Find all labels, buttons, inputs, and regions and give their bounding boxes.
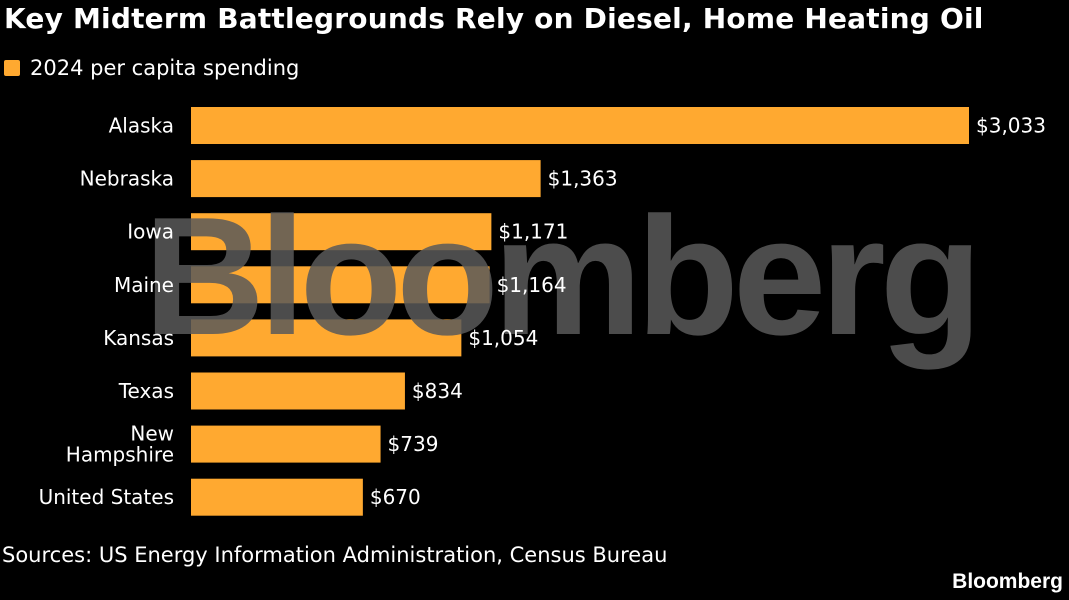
category-label: Texas — [118, 379, 174, 403]
value-label: $1,054 — [468, 326, 538, 350]
value-label: $834 — [412, 379, 463, 403]
category-label: Alaska — [109, 114, 174, 138]
category-label-line: Maine — [114, 273, 174, 297]
category-label: Iowa — [127, 220, 174, 244]
legend: 2024 per capita spending — [4, 56, 299, 80]
bars — [191, 107, 969, 516]
legend-swatch — [4, 60, 20, 76]
bar — [191, 213, 492, 251]
bar — [191, 319, 462, 357]
bloomberg-watermark: Bloomberg — [144, 182, 977, 370]
bar — [191, 425, 381, 463]
value-label: $670 — [370, 485, 421, 509]
source-note: Sources: US Energy Information Administr… — [2, 543, 668, 567]
category-labels: Alaska Nebraska Iowa Maine Kansas Texas New Ham… — [39, 114, 174, 510]
category-label-line: Alaska — [109, 114, 174, 138]
chart-title: Key Midterm Battlegrounds Rely on Diesel… — [4, 2, 984, 35]
category-label: New Hampshire — [66, 422, 174, 467]
category-label-line: Hampshire — [66, 443, 174, 467]
category-label: Kansas — [103, 326, 174, 350]
value-label: $1,164 — [497, 273, 567, 297]
legend-label: 2024 per capita spending — [30, 56, 300, 80]
bar — [191, 478, 363, 516]
category-label-line: Texas — [118, 379, 174, 403]
category-label-line: Iowa — [127, 220, 174, 244]
value-labels: $3,033 $1,363 $1,171 $1,164 $1,054 $834 $739 $6… — [370, 114, 1046, 510]
value-label: $1,171 — [498, 220, 568, 244]
bar — [191, 372, 405, 410]
value-label: $739 — [388, 432, 439, 456]
bloomberg-logo: Bloomberg — [952, 570, 1063, 593]
bar — [191, 107, 969, 144]
value-label: $1,363 — [548, 167, 618, 191]
value-label: $3,033 — [976, 114, 1046, 138]
bar — [191, 266, 490, 304]
category-label-line: United States — [39, 485, 174, 509]
category-label: Nebraska — [80, 167, 174, 191]
category-label-line: Kansas — [103, 326, 174, 350]
category-label-line: Nebraska — [80, 167, 174, 191]
category-label-line: New — [130, 422, 174, 446]
category-label: Maine — [114, 273, 174, 297]
bar — [191, 160, 541, 198]
category-label: United States — [39, 485, 174, 509]
